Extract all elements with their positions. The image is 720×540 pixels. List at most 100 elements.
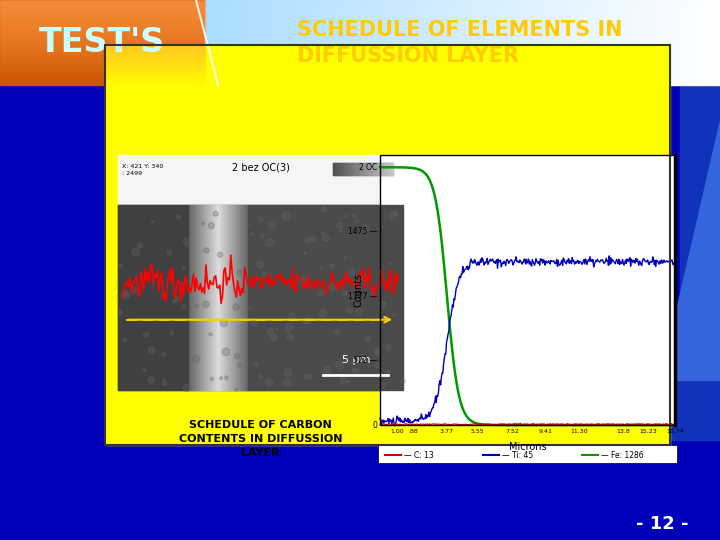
Bar: [238, 205, 239, 390]
Bar: [361, 0, 362, 85]
Bar: [262, 0, 263, 85]
Bar: [365, 0, 366, 85]
Bar: [338, 0, 339, 85]
Bar: [0, 59, 205, 60]
Bar: [480, 0, 481, 85]
Bar: [657, 0, 658, 85]
Bar: [527, 0, 528, 85]
Bar: [405, 0, 406, 85]
Bar: [333, 0, 334, 85]
Bar: [503, 0, 504, 85]
Bar: [231, 0, 232, 85]
Bar: [635, 0, 636, 85]
Bar: [0, 74, 205, 75]
Bar: [0, 20, 205, 21]
Bar: [568, 0, 569, 85]
Bar: [678, 0, 679, 85]
Bar: [661, 0, 662, 85]
Bar: [337, 163, 338, 175]
Circle shape: [238, 363, 242, 367]
Bar: [289, 0, 290, 85]
Bar: [630, 0, 631, 85]
Circle shape: [204, 248, 209, 253]
Bar: [491, 0, 492, 85]
Bar: [719, 0, 720, 85]
Bar: [542, 0, 543, 85]
Bar: [389, 0, 390, 85]
Bar: [664, 0, 665, 85]
Bar: [0, 26, 205, 27]
Bar: [375, 0, 376, 85]
Bar: [459, 0, 460, 85]
Circle shape: [384, 302, 387, 304]
Bar: [390, 163, 391, 175]
Bar: [702, 0, 703, 85]
Bar: [558, 0, 559, 85]
Bar: [427, 0, 428, 85]
Circle shape: [352, 281, 356, 285]
Bar: [381, 163, 382, 175]
Bar: [316, 0, 317, 85]
Bar: [430, 0, 431, 85]
Circle shape: [163, 379, 165, 381]
Bar: [545, 0, 546, 85]
Bar: [689, 0, 690, 85]
Bar: [615, 0, 616, 85]
Bar: [631, 0, 632, 85]
Bar: [192, 205, 193, 390]
Bar: [309, 0, 310, 85]
Bar: [353, 0, 354, 85]
Bar: [370, 0, 371, 85]
Bar: [653, 0, 654, 85]
Bar: [651, 0, 652, 85]
Circle shape: [379, 302, 385, 308]
Bar: [214, 0, 215, 85]
Circle shape: [340, 231, 342, 233]
Circle shape: [393, 211, 397, 215]
Bar: [370, 163, 371, 175]
Bar: [696, 0, 697, 85]
Circle shape: [282, 212, 290, 220]
Circle shape: [254, 363, 258, 367]
Bar: [313, 0, 314, 85]
Bar: [408, 0, 409, 85]
Bar: [706, 0, 707, 85]
Bar: [662, 0, 663, 85]
Circle shape: [257, 261, 264, 268]
Circle shape: [303, 319, 307, 324]
Bar: [695, 0, 696, 85]
Bar: [0, 48, 205, 49]
Bar: [199, 205, 200, 390]
Bar: [450, 0, 451, 85]
Bar: [240, 205, 241, 390]
Bar: [220, 0, 221, 85]
Bar: [700, 0, 701, 85]
Bar: [318, 0, 319, 85]
Bar: [530, 0, 531, 85]
Bar: [0, 51, 205, 52]
Bar: [367, 0, 368, 85]
Circle shape: [347, 381, 349, 383]
Bar: [258, 0, 259, 85]
Bar: [436, 0, 437, 85]
Bar: [295, 0, 296, 85]
Bar: [219, 0, 220, 85]
Bar: [589, 0, 590, 85]
Bar: [0, 73, 205, 74]
Bar: [340, 163, 341, 175]
Bar: [675, 0, 676, 85]
Bar: [565, 0, 566, 85]
Bar: [383, 0, 384, 85]
Bar: [360, 163, 361, 175]
Bar: [271, 0, 272, 85]
Bar: [239, 0, 240, 85]
Bar: [0, 37, 205, 38]
Bar: [515, 0, 516, 85]
Bar: [363, 0, 364, 85]
Bar: [387, 163, 388, 175]
Bar: [288, 0, 289, 85]
Bar: [608, 0, 609, 85]
Bar: [690, 0, 691, 85]
Bar: [228, 0, 229, 85]
Circle shape: [323, 235, 329, 241]
